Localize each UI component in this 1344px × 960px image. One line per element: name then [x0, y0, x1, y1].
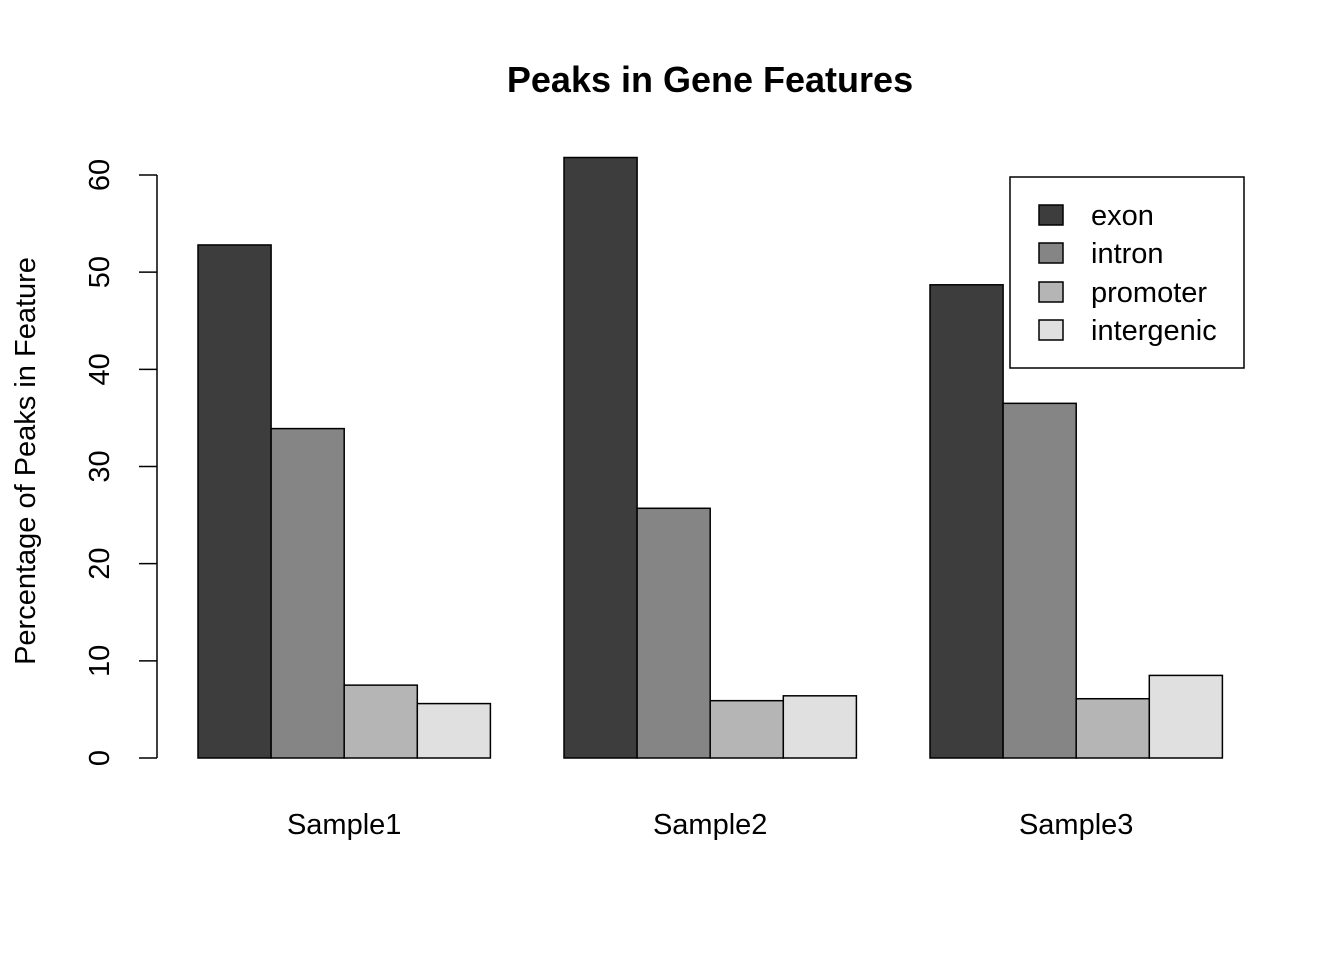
y-axis-label: Percentage of Peaks in Feature — [10, 257, 42, 665]
legend: exon intron promoter intergenic — [1009, 176, 1245, 369]
y-tick-label: 0 — [84, 750, 116, 766]
category-labels: Sample1 Sample2 Sample3 — [287, 809, 1133, 841]
bar-sample3-promoter — [1075, 697, 1151, 759]
bar-sample1-promoter — [343, 684, 419, 759]
y-tick-label: 10 — [84, 645, 116, 677]
legend-label-exon: exon — [1091, 200, 1154, 232]
bar-sample3-intron — [1002, 402, 1077, 759]
bar-sample2-promoter — [709, 699, 785, 759]
legend-swatch-promoter — [1038, 281, 1064, 303]
y-tick-label: 20 — [84, 548, 116, 580]
bar-sample2-exon — [563, 156, 638, 759]
bar-sample2-intron — [636, 507, 711, 759]
y-tick-label: 30 — [84, 450, 116, 482]
bar-sample1-intron — [270, 427, 345, 759]
chart-title: Peaks in Gene Features — [507, 59, 913, 100]
legend-swatch-intron — [1038, 242, 1064, 264]
x-category-label: Sample3 — [1019, 809, 1133, 841]
legend-label-intergenic: intergenic — [1091, 315, 1217, 347]
bar-sample1-intergenic — [416, 702, 492, 759]
legend-swatch-intergenic — [1038, 319, 1064, 341]
bars-group — [197, 156, 1224, 759]
legend-swatch-exon — [1038, 204, 1064, 226]
bar-sample1-exon — [197, 244, 272, 759]
x-category-label: Sample1 — [287, 809, 401, 841]
legend-label-promoter: promoter — [1091, 277, 1207, 309]
bar-sample3-exon — [929, 284, 1004, 759]
legend-label-intron: intron — [1091, 238, 1164, 270]
y-tick-label: 50 — [84, 256, 116, 288]
y-axis: 0 10 20 30 40 50 60 — [84, 159, 158, 766]
x-category-label: Sample2 — [653, 809, 767, 841]
bar-sample2-intergenic — [782, 695, 858, 759]
y-tick-label: 40 — [84, 353, 116, 385]
y-tick-label: 60 — [84, 159, 116, 191]
bar-sample3-intergenic — [1148, 674, 1224, 759]
